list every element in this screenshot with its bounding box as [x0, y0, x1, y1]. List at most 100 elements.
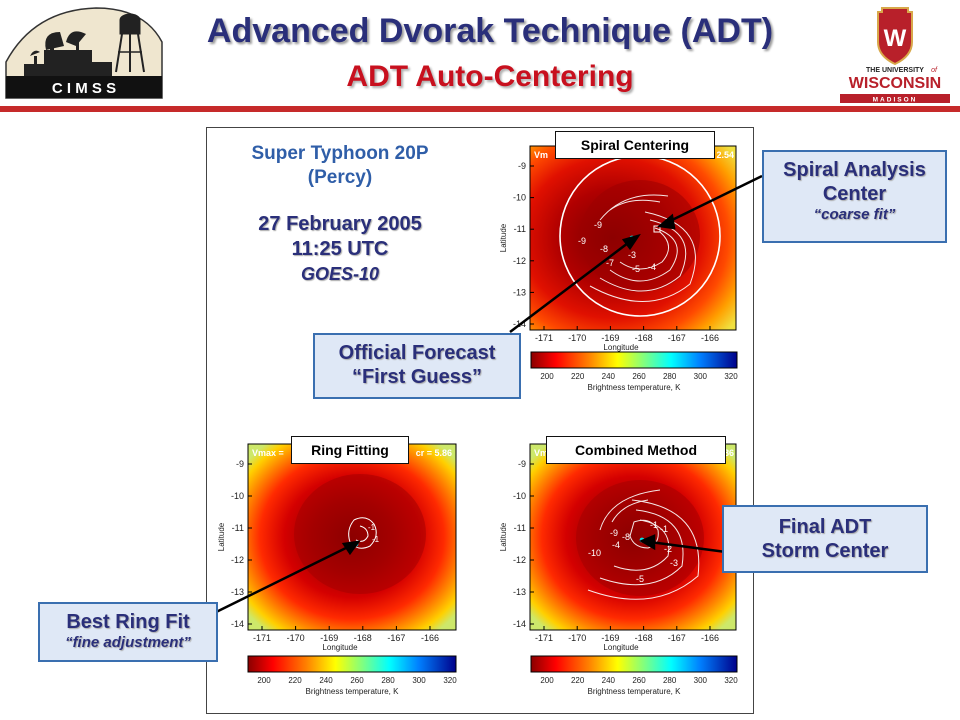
colorbar-tick-label: 240: [602, 676, 616, 685]
ytick-label: -10: [513, 491, 526, 501]
y-axis-label: Latitude: [499, 522, 508, 551]
xtick-label: -169: [601, 333, 619, 343]
storm-info: Super Typhoon 20P (Percy) 27 February 20…: [212, 142, 468, 287]
contour-label: -5: [632, 264, 640, 274]
contour-label: -9: [610, 528, 618, 538]
colorbar-label: Brightness temperature, K: [306, 687, 400, 696]
svg-text:THE UNIVERSITY: THE UNIVERSITY: [866, 67, 924, 74]
y-axis-label: Latitude: [499, 223, 508, 252]
storm-name-line1: Super Typhoon 20P: [251, 143, 429, 164]
cimss-logo: C I M S S: [5, 7, 163, 99]
ytick-label: -13: [513, 587, 526, 597]
svg-text:cr = 5.86: cr = 5.86: [416, 448, 452, 458]
colorbar-tick-label: 280: [663, 676, 677, 685]
satellite-name: GOES-10: [300, 264, 380, 284]
svg-text:Vm: Vm: [534, 448, 548, 458]
xtick-label: -168: [635, 633, 653, 643]
contour-label: -8: [622, 532, 630, 542]
colorbar: [530, 351, 738, 369]
colorbar-tick-label: 320: [443, 676, 457, 685]
colorbar: [247, 655, 457, 673]
panel-combined-method: -9 -8-4 -1 -10 -5 -3 -2 -1 Vm 86: [529, 443, 737, 631]
x-axis-label: Longitude: [322, 643, 358, 652]
contour-label: -1: [372, 535, 380, 544]
storm-name-line2: (Percy): [307, 167, 373, 188]
uw-madison-logo: W THE UNIVERSITY of WISCONSIN MADISON: [840, 7, 950, 104]
x-axis-label: Longitude: [603, 643, 639, 652]
colorbar-tick-label: 240: [602, 372, 616, 381]
xtick-label: -169: [320, 633, 338, 643]
contour-label: -3: [628, 250, 636, 260]
svg-text:2.54: 2.54: [716, 150, 734, 160]
colorbar-tick-label: 280: [663, 372, 677, 381]
colorbar-tick-label: 220: [571, 372, 585, 381]
xtick-label: -170: [287, 633, 305, 643]
ytick-label: -10: [513, 193, 526, 203]
y-axis-label: Latitude: [217, 522, 226, 551]
xtick-label: -168: [354, 633, 372, 643]
contour-label: -5: [636, 574, 644, 584]
xtick-label: -166: [701, 333, 719, 343]
xtick-label: -167: [668, 333, 686, 343]
header-divider: [0, 106, 960, 112]
callout-official-forecast: Official Forecast “First Guess”: [313, 333, 521, 399]
contour-label: -7: [606, 258, 614, 268]
colorbar-tick-label: 260: [632, 676, 646, 685]
observation-date: 27 February 2005: [258, 213, 422, 235]
ytick-label: -11: [232, 523, 244, 533]
xtick-label: -167: [387, 633, 405, 643]
svg-text:Vm: Vm: [534, 150, 548, 160]
xtick-label: -167: [668, 633, 686, 643]
ytick-label: -13: [231, 587, 244, 597]
colorbar-tick-label: 200: [257, 676, 271, 685]
xtick-label: -168: [635, 333, 653, 343]
panel-label-spiral: Spiral Centering: [555, 131, 715, 159]
colorbar-tick-label: 300: [694, 676, 708, 685]
svg-text:Vmax =: Vmax =: [252, 448, 284, 458]
svg-text:MADISON: MADISON: [873, 97, 918, 104]
colorbar-tick-label: 320: [724, 676, 738, 685]
colorbar-tick-label: 260: [350, 676, 364, 685]
xtick-label: -171: [535, 333, 553, 343]
contour-label: -8: [600, 244, 608, 254]
uw-crest-icon: [877, 7, 913, 66]
contour-label: -9: [594, 220, 602, 230]
ytick-label: -9: [518, 161, 526, 171]
ytick-label: -10: [231, 491, 244, 501]
contour-label: -1: [650, 520, 658, 530]
svg-text:of: of: [931, 67, 938, 74]
pointer-lines: [203, 174, 763, 620]
callout-final-adt-center: Final ADT Storm Center: [722, 505, 928, 573]
panel-label-ring: Ring Fitting: [291, 436, 409, 464]
ytick-label: -12: [513, 256, 526, 266]
ytick-label: -14: [513, 619, 526, 629]
contour-label: -4: [612, 540, 620, 550]
callout-spiral-analysis-center: Spiral Analysis Center “coarse fit”: [762, 150, 947, 243]
colorbar-tick-label: 320: [724, 372, 738, 381]
panel-label-combined: Combined Method: [546, 436, 726, 464]
colorbar: [530, 655, 738, 673]
colorbar-tick-label: 300: [694, 372, 708, 381]
ytick-label: -9: [518, 459, 526, 469]
colorbar-tick-label: 260: [632, 372, 646, 381]
xtick-label: -171: [535, 633, 553, 643]
contour-label: -1: [368, 523, 376, 532]
ytick-label: -11: [514, 224, 526, 234]
xtick-label: -170: [568, 633, 586, 643]
x-axis-label: Longitude: [603, 343, 639, 352]
colorbar-tick-label: 200: [540, 676, 554, 685]
ytick-label: -11: [514, 523, 526, 533]
callout-best-ring-fit: Best Ring Fit “fine adjustment”: [38, 602, 218, 662]
contour-label: -10: [588, 548, 601, 558]
contour-label: -3: [670, 558, 678, 568]
ytick-label: -13: [513, 287, 526, 297]
svg-text:86: 86: [724, 448, 734, 458]
ytick-label: -12: [231, 555, 244, 565]
colorbar-tick-label: 220: [571, 676, 585, 685]
page-title: Advanced Dvorak Technique (ADT): [206, 12, 774, 50]
xtick-label: -169: [601, 633, 619, 643]
colorbar-tick-label: 200: [540, 372, 554, 381]
xtick-label: -166: [421, 633, 439, 643]
panel-ring-fitting: -1 -1 Vmax = cr = 5.86: [247, 443, 457, 631]
